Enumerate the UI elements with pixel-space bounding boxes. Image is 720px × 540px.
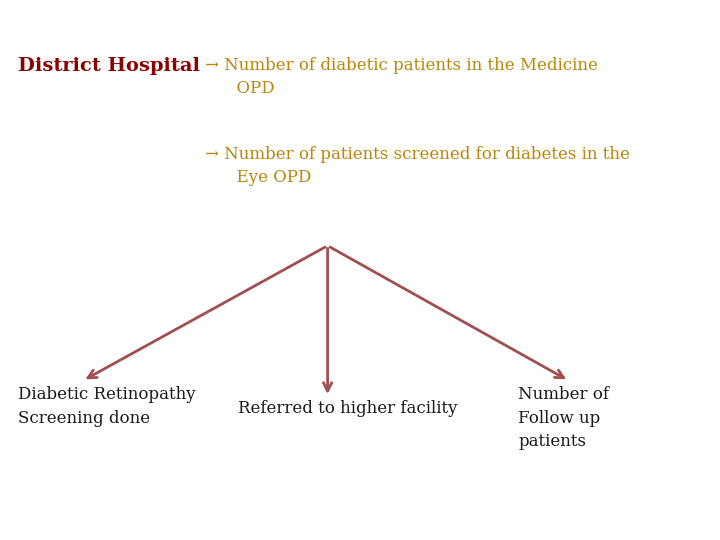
Text: Referred to higher facility: Referred to higher facility xyxy=(238,400,457,416)
Text: Number of
Follow up
patients: Number of Follow up patients xyxy=(518,386,609,450)
Text: → Number of patients screened for diabetes in the
      Eye OPD: → Number of patients screened for diabet… xyxy=(205,146,630,186)
Text: District Hospital: District Hospital xyxy=(18,57,200,75)
Text: Diabetic Retinopathy
Screening done: Diabetic Retinopathy Screening done xyxy=(18,386,196,427)
Text: → Number of diabetic patients in the Medicine
      OPD: → Number of diabetic patients in the Med… xyxy=(205,57,598,97)
